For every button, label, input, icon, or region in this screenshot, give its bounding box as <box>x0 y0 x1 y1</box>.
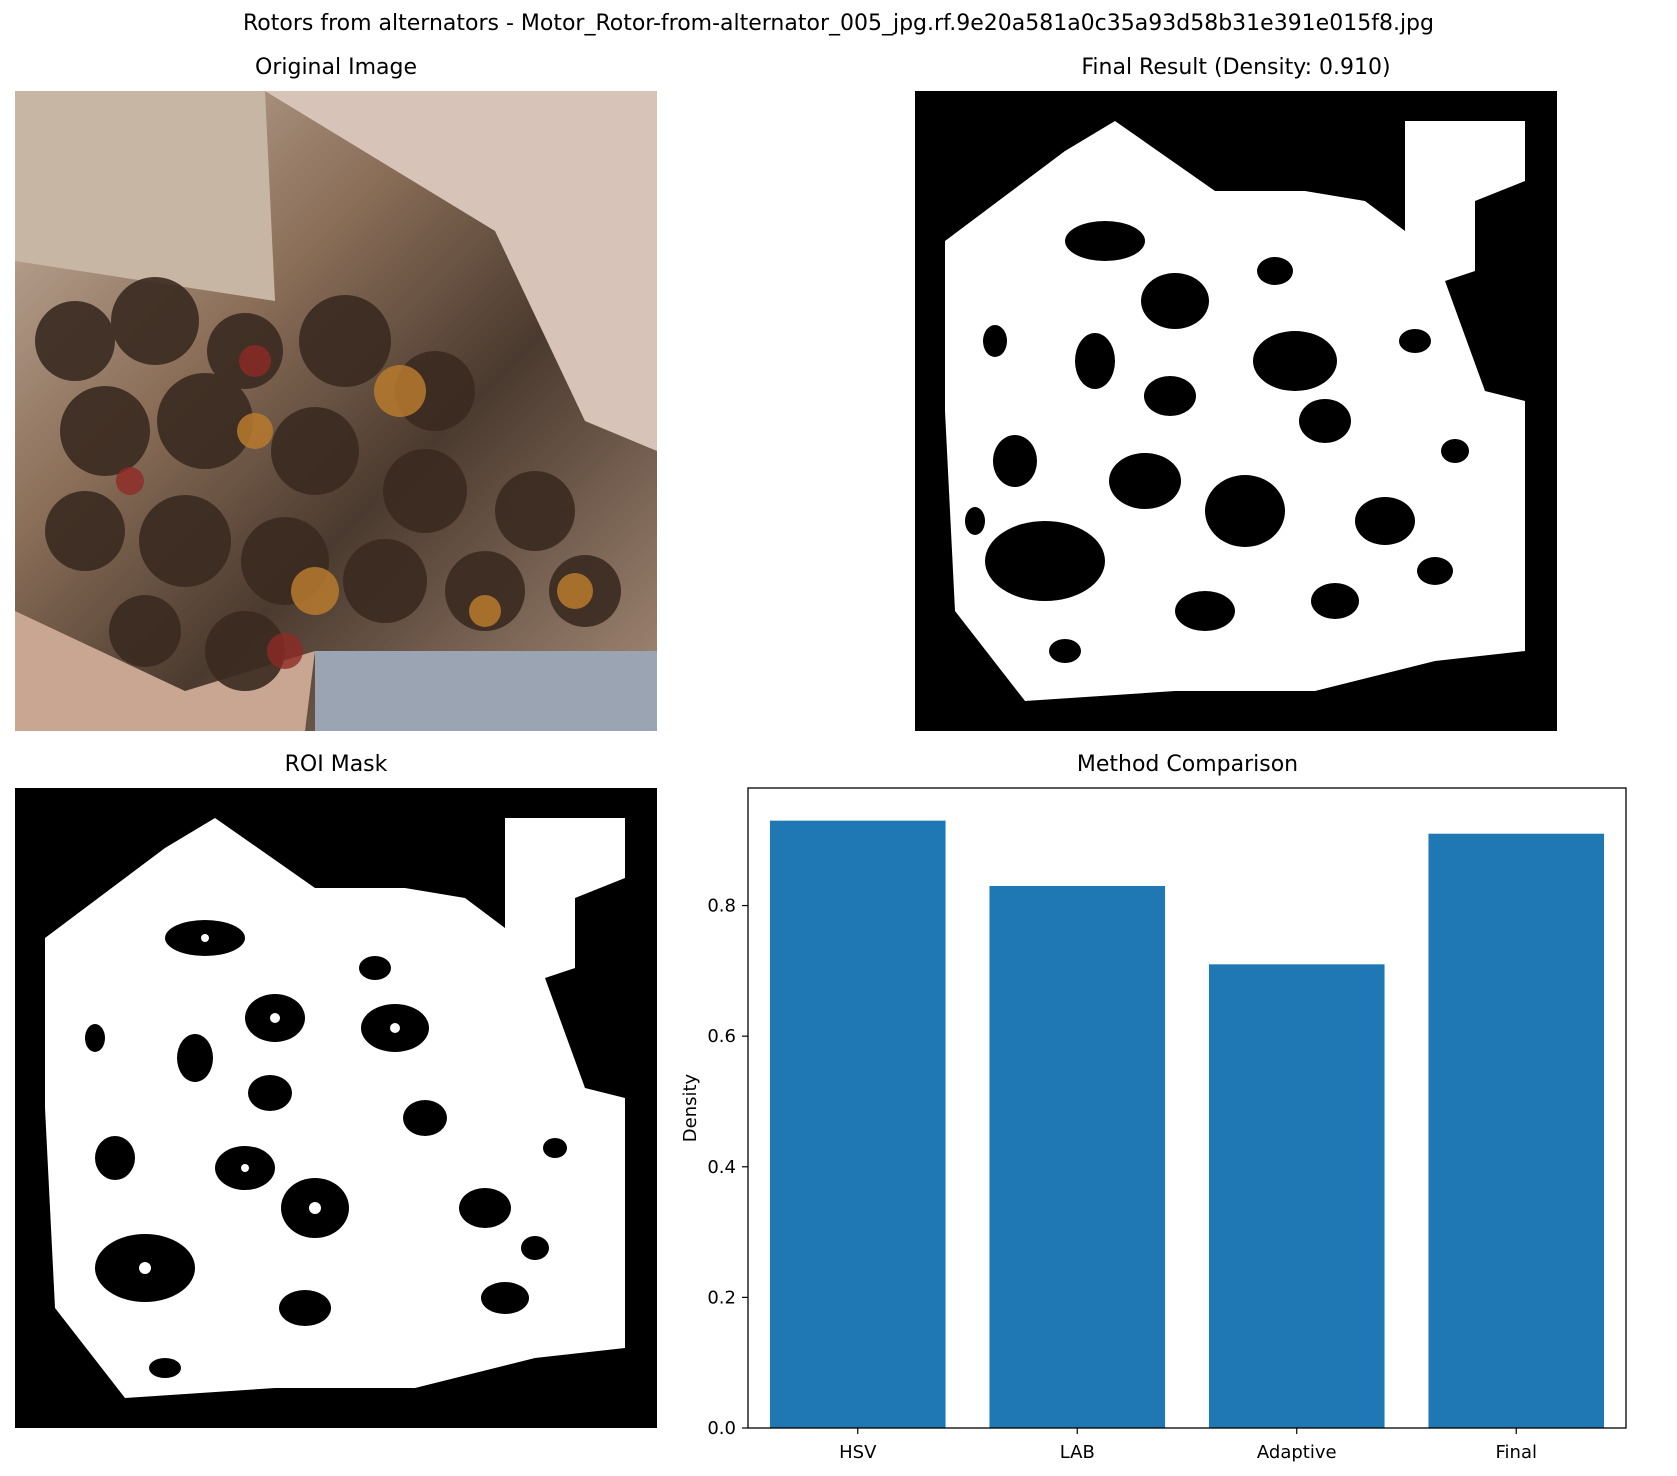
method-comparison-chart: HSV LAB Adaptive Final 0.0 0.2 0.4 0.6 0.8 Densi… <box>680 787 1627 1463</box>
x-tick-label: Adaptive <box>1257 1442 1337 1463</box>
y-tick-label: 0.2 <box>707 1287 736 1308</box>
y-tick-label: 0.8 <box>707 896 736 917</box>
y-tick-label: 0.0 <box>707 1418 736 1439</box>
original-image <box>15 91 657 731</box>
x-tick-label: Final <box>1496 1442 1537 1463</box>
x-tick-label: LAB <box>1060 1442 1095 1463</box>
bar-final <box>1428 833 1605 1428</box>
bars-layer <box>769 820 1605 1428</box>
final-result-title: Final Result (Density: 0.910) <box>1081 55 1391 80</box>
ticks-layer: HSV LAB Adaptive Final 0.0 0.2 0.4 0.6 0.8 <box>707 896 1537 1463</box>
y-tick-label: 0.4 <box>707 1157 736 1178</box>
final-result-drawing <box>945 121 1525 701</box>
final-result-mask <box>915 91 1557 731</box>
bar-lab <box>989 885 1166 1428</box>
y-tick-label: 0.6 <box>707 1026 736 1047</box>
original-image-title: Original Image <box>255 55 417 80</box>
roi-mask-title: ROI Mask <box>284 752 388 777</box>
roi-mask-drawing <box>45 818 625 1398</box>
roi-mask <box>15 788 657 1428</box>
original-image-drawing <box>15 91 657 731</box>
bar-hsv <box>769 820 946 1428</box>
bar-adaptive <box>1208 964 1385 1428</box>
plot-frame <box>747 787 1627 1429</box>
y-axis-label: Density <box>680 1073 701 1142</box>
method-comparison-title: Method Comparison <box>1076 752 1299 777</box>
x-tick-label: HSV <box>839 1442 877 1463</box>
figure-title: Rotors from alternators - Motor_Rotor-fr… <box>243 11 1434 36</box>
